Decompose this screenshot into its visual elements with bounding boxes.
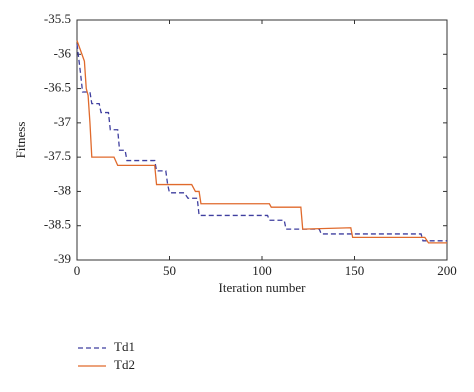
x-tick-label: 100 xyxy=(252,263,272,278)
x-tick-label: 150 xyxy=(345,263,365,278)
x-tick-label: 50 xyxy=(163,263,176,278)
y-tick-label: -36 xyxy=(54,45,72,60)
legend-label: Td1 xyxy=(114,339,135,354)
x-axis-label: Iteration number xyxy=(219,280,307,295)
y-tick-label: -37.5 xyxy=(44,148,71,163)
y-tick-label: -38.5 xyxy=(44,217,71,232)
x-tick-label: 200 xyxy=(437,263,457,278)
y-tick-label: -35.5 xyxy=(44,11,71,26)
plot-frame xyxy=(76,19,448,261)
y-axis-label: Fitness xyxy=(13,122,28,159)
y-tick-label: -38 xyxy=(54,182,71,197)
series-line xyxy=(76,43,447,242)
series-line xyxy=(76,40,447,244)
y-tick-label: -36.5 xyxy=(44,80,71,95)
y-tick-label: -37 xyxy=(54,114,72,129)
x-tick-label: 0 xyxy=(74,263,81,278)
legend-label: Td2 xyxy=(114,357,135,372)
y-tick-label: -39 xyxy=(54,251,71,266)
